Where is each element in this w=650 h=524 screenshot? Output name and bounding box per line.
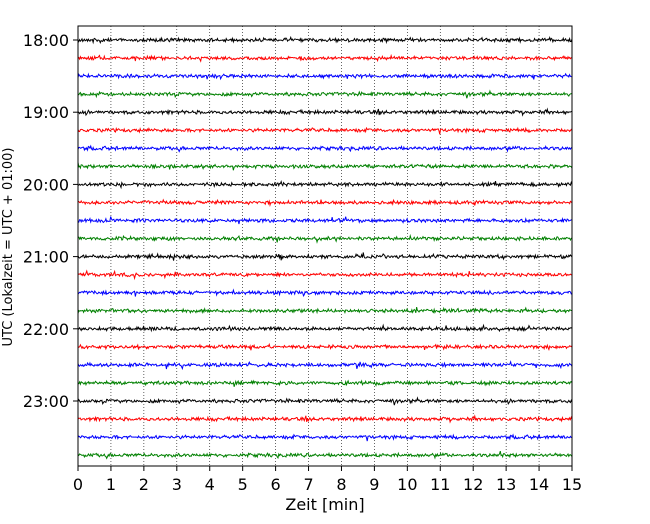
- x-tick-label: 4: [205, 475, 215, 494]
- trace-1945: [77, 162, 573, 171]
- plot-frame: [77, 25, 573, 467]
- x-tick-label: 11: [430, 475, 450, 494]
- trace-1830: [77, 72, 573, 81]
- trace-1845: [77, 89, 573, 99]
- x-tick-label: 13: [496, 475, 516, 494]
- trace-2000: [77, 180, 573, 190]
- trace-2230: [77, 360, 573, 371]
- trace-2245: [77, 379, 573, 387]
- trace-2330: [77, 433, 573, 442]
- trace-2215: [77, 342, 573, 352]
- y-tick-label: 19:00: [23, 103, 69, 122]
- trace-2015: [77, 198, 573, 207]
- y-tick-label: 23:00: [23, 392, 69, 411]
- x-tick-label: 7: [303, 475, 313, 494]
- x-tick-label: 3: [172, 475, 182, 494]
- trace-1915: [77, 126, 573, 135]
- trace-1800: [77, 35, 573, 45]
- y-tick-label: 20:00: [23, 175, 69, 194]
- trace-2045: [77, 233, 573, 244]
- y-tick-label: 21:00: [23, 248, 69, 267]
- axis-layer: 0 1 2 3 4 5 6 7 8 9 10 11 12 13 14 1518:0019:0020:0021:…: [23, 31, 582, 494]
- x-axis-label: Zeit [min]: [285, 495, 364, 514]
- trace-2300: [77, 396, 573, 406]
- y-tick-label: 18:00: [23, 31, 69, 50]
- trace-2315: [77, 414, 573, 424]
- x-tick-label: 10: [397, 475, 417, 494]
- x-tick-label: 1: [106, 475, 116, 494]
- x-tick-label: 0: [73, 475, 83, 494]
- x-tick-label: 6: [271, 475, 281, 494]
- y-tick-label: 22:00: [23, 320, 69, 339]
- y-axis-label: UTC (Lokalzeit = UTC + 01:00): [1, 148, 16, 347]
- trace-2145: [77, 306, 573, 315]
- trace-2130: [77, 288, 573, 297]
- x-tick-label: 5: [238, 475, 248, 494]
- x-tick-label: 15: [562, 475, 582, 494]
- trace-2100: [77, 252, 573, 261]
- x-tick-label: 9: [369, 475, 379, 494]
- trace-2115: [77, 269, 573, 281]
- trace-2030: [77, 216, 573, 225]
- x-tick-label: 14: [529, 475, 549, 494]
- x-tick-label: 12: [463, 475, 483, 494]
- trace-2345: [77, 450, 573, 460]
- trace-1815: [77, 53, 573, 63]
- grid-lines: [110, 26, 540, 466]
- x-tick-label: 8: [336, 475, 346, 494]
- trace-layer: [77, 35, 573, 460]
- x-tick-label: 2: [139, 475, 149, 494]
- trace-2200: [77, 323, 573, 333]
- trace-1900: [77, 107, 573, 117]
- trace-1930: [77, 144, 573, 153]
